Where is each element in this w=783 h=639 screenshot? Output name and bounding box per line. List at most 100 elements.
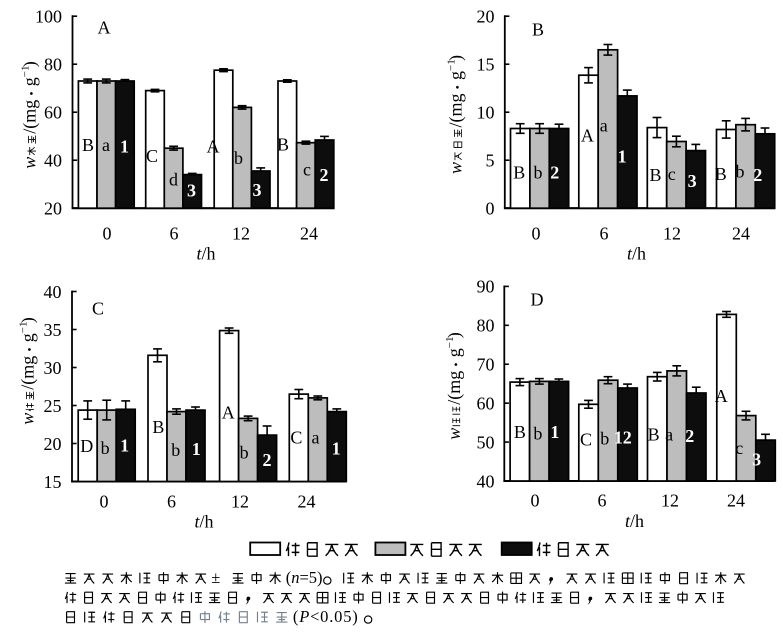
svg-text:b: b (533, 423, 542, 443)
svg-text:70: 70 (477, 355, 495, 375)
svg-text:w: w (19, 157, 39, 169)
svg-text:1: 1 (550, 422, 559, 442)
svg-text:c: c (735, 438, 743, 458)
svg-text:0: 0 (486, 199, 495, 219)
svg-text:C: C (146, 146, 158, 166)
svg-text:−1: −1 (446, 59, 458, 71)
svg-text:b: b (600, 429, 609, 449)
svg-text:1: 1 (120, 136, 129, 156)
svg-text:•: • (449, 362, 463, 366)
svg-text:b: b (101, 438, 110, 458)
svg-text:): ) (17, 317, 38, 323)
svg-text:B: B (277, 135, 289, 155)
svg-text:B: B (82, 135, 94, 155)
svg-text:1: 1 (332, 438, 341, 458)
svg-text:(P<0.05): (P<0.05) (293, 607, 359, 626)
svg-text:a: a (102, 135, 110, 155)
svg-text:a: a (312, 427, 320, 447)
svg-text:g: g (444, 348, 464, 357)
svg-text:0: 0 (100, 491, 109, 511)
svg-text:12: 12 (663, 223, 681, 243)
svg-text:): ) (444, 332, 465, 338)
svg-text:12: 12 (661, 490, 679, 510)
svg-text:50: 50 (477, 432, 495, 452)
svg-text:t/h: t/h (194, 511, 213, 531)
svg-text:2: 2 (550, 162, 559, 182)
svg-text:−1: −1 (18, 322, 30, 334)
svg-text:C: C (290, 427, 302, 447)
svg-text:t/h: t/h (625, 511, 644, 531)
svg-text:90: 90 (477, 277, 495, 297)
svg-text:•: • (24, 91, 38, 95)
svg-text:40: 40 (477, 471, 495, 491)
svg-text:2: 2 (320, 165, 329, 185)
svg-text:A: A (222, 402, 235, 422)
svg-text:B: B (715, 164, 727, 184)
svg-text:/(mg: /(mg (19, 100, 40, 134)
svg-text:B: B (513, 162, 525, 182)
svg-text:20: 20 (477, 7, 495, 27)
svg-text:A: A (715, 386, 728, 406)
svg-text:c: c (668, 164, 676, 184)
svg-text:A: A (581, 126, 594, 146)
svg-text:w: w (445, 162, 465, 174)
svg-text:25: 25 (44, 396, 62, 416)
svg-text:24: 24 (727, 490, 745, 510)
svg-text:0: 0 (532, 223, 541, 243)
svg-text:/(mg: /(mg (444, 371, 465, 405)
svg-text:15: 15 (44, 472, 62, 492)
svg-text:A: A (207, 136, 220, 156)
svg-text:35: 35 (44, 320, 62, 340)
svg-text:±: ± (211, 568, 220, 587)
svg-text:c: c (303, 160, 311, 180)
svg-text:12: 12 (232, 223, 250, 243)
svg-text:g: g (445, 71, 465, 80)
svg-text:b: b (171, 440, 180, 460)
svg-text:B: B (532, 19, 544, 39)
svg-text:80: 80 (477, 316, 495, 336)
svg-text:100: 100 (35, 7, 62, 27)
svg-text:): ) (19, 61, 40, 67)
svg-text:6: 6 (170, 223, 179, 243)
svg-text:D: D (531, 289, 544, 309)
svg-text:24: 24 (732, 223, 750, 243)
svg-text:1: 1 (120, 435, 129, 455)
svg-text:B: B (649, 165, 661, 185)
svg-text:0: 0 (103, 223, 112, 243)
svg-text:20: 20 (44, 199, 62, 219)
svg-text:C: C (580, 429, 592, 449)
svg-text:5: 5 (486, 151, 495, 171)
svg-text:w: w (444, 428, 464, 440)
svg-text:80: 80 (44, 55, 62, 75)
svg-text:g: g (19, 77, 39, 86)
svg-text:3: 3 (752, 449, 761, 469)
svg-text:b: b (534, 162, 543, 182)
svg-text:2: 2 (263, 450, 272, 470)
svg-text:3: 3 (688, 171, 697, 191)
svg-text:−1: −1 (444, 337, 456, 349)
svg-text:10: 10 (477, 103, 495, 123)
svg-text:12: 12 (231, 491, 249, 511)
svg-text:B: B (514, 422, 526, 442)
svg-text:D: D (80, 436, 93, 456)
svg-text:60: 60 (44, 103, 62, 123)
svg-text:(n=5): (n=5) (286, 568, 323, 587)
svg-text:60: 60 (477, 393, 495, 413)
svg-text:•: • (22, 347, 36, 351)
svg-text:3: 3 (253, 180, 262, 200)
svg-text:/(mg: /(mg (445, 94, 466, 128)
svg-text:B: B (152, 417, 164, 437)
svg-text:b: b (234, 148, 243, 168)
svg-text:t/h: t/h (196, 243, 215, 263)
svg-text:w: w (17, 413, 37, 425)
svg-text:12: 12 (614, 428, 632, 448)
svg-text:b: b (240, 443, 249, 463)
svg-text:6: 6 (600, 223, 609, 243)
svg-text:d: d (169, 170, 178, 190)
svg-text:C: C (92, 298, 104, 318)
svg-text:b: b (736, 162, 745, 182)
svg-text:0: 0 (531, 490, 540, 510)
svg-text:40: 40 (44, 151, 62, 171)
svg-text:g: g (17, 333, 37, 342)
svg-text:6: 6 (167, 491, 176, 511)
